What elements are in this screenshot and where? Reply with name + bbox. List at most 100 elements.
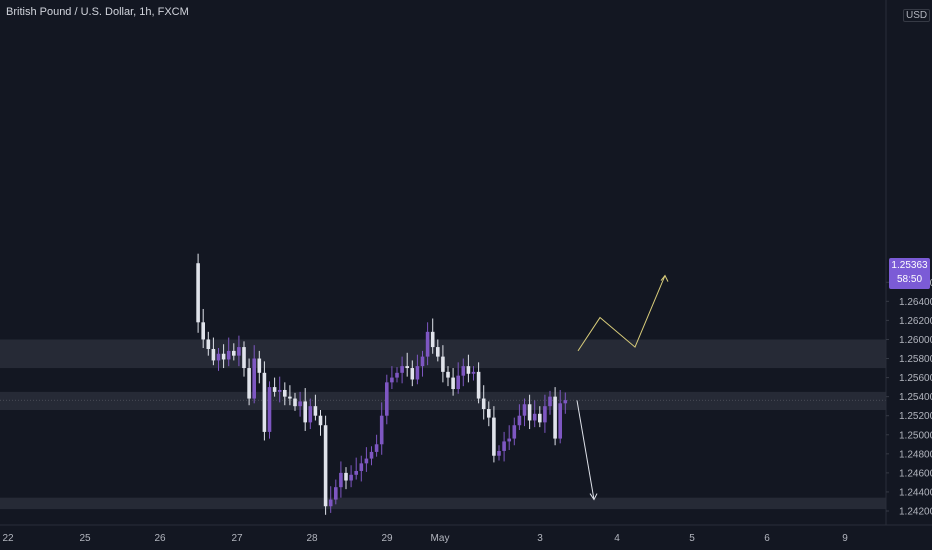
candle-body[interactable]	[446, 371, 450, 378]
candle-body[interactable]	[415, 366, 420, 380]
price-tick-label: 1.26000	[899, 335, 932, 346]
forecast-down-arrowhead	[589, 493, 598, 501]
candle-body[interactable]	[420, 356, 425, 367]
candle-body[interactable]	[487, 409, 491, 418]
price-tick-label: 1.25600	[899, 373, 932, 384]
forecast-down-path	[576, 400, 595, 500]
candle-body[interactable]	[425, 331, 430, 357]
forecast-up-path	[577, 275, 666, 352]
candle-body[interactable]	[354, 470, 358, 475]
candle-body[interactable]	[461, 366, 466, 376]
price-tick-label: 1.25000	[899, 430, 932, 441]
time-tick-label: 5	[689, 533, 695, 544]
candle-body[interactable]	[288, 396, 292, 399]
candle-body[interactable]	[206, 339, 211, 349]
candle-body[interactable]	[517, 415, 522, 426]
price-tick-label: 1.24800	[899, 449, 932, 460]
candle-body[interactable]	[563, 400, 568, 404]
candle-body[interactable]	[476, 371, 481, 399]
candle-body[interactable]	[364, 458, 369, 464]
candle-body[interactable]	[349, 474, 353, 481]
candle-body[interactable]	[543, 406, 547, 423]
candle-body[interactable]	[405, 366, 409, 369]
candle-body[interactable]	[252, 358, 256, 399]
candle-body[interactable]	[451, 377, 455, 390]
candle-body[interactable]	[334, 487, 338, 500]
candle-body[interactable]	[456, 375, 460, 390]
candle-body[interactable]	[318, 415, 323, 426]
candle-body[interactable]	[237, 347, 241, 356]
time-tick-label: 27	[231, 533, 243, 544]
time-axis[interactable]: 22 25 26 27 28 29 May 3 4 5 6 9	[2, 533, 848, 544]
candle-body[interactable]	[507, 438, 511, 442]
last-price-value: 1.25363	[891, 260, 928, 271]
candle-body[interactable]	[436, 347, 440, 357]
price-tick-label: 1.24200	[899, 507, 932, 518]
candle-body[interactable]	[395, 372, 399, 378]
forecast-layer	[576, 274, 669, 501]
candle-body[interactable]	[277, 389, 282, 392]
candle-body[interactable]	[226, 350, 231, 360]
price-axis[interactable]: 1.24200 1.24400 1.24600 1.24800 1.25000 1.252…	[886, 278, 932, 518]
candle-body[interactable]	[283, 389, 287, 397]
candle-body[interactable]	[466, 366, 471, 374]
price-tick-label: 1.24600	[899, 468, 932, 479]
candle-body[interactable]	[293, 398, 297, 407]
time-tick-label: 29	[381, 533, 393, 544]
candle-body[interactable]	[262, 372, 267, 432]
candle-body[interactable]	[441, 356, 445, 372]
candle-body[interactable]	[379, 415, 384, 445]
candle-body[interactable]	[313, 406, 318, 416]
candle-body[interactable]	[359, 463, 364, 471]
candle-body[interactable]	[390, 377, 394, 383]
candle-body[interactable]	[502, 441, 506, 451]
candle-body[interactable]	[471, 371, 476, 374]
candle-body[interactable]	[211, 348, 216, 361]
time-tick-label: 4	[614, 533, 620, 544]
candle-body[interactable]	[430, 331, 435, 348]
candle-body[interactable]	[303, 401, 307, 423]
candle-body[interactable]	[512, 425, 517, 439]
candle-body[interactable]	[553, 396, 557, 439]
candle-body[interactable]	[374, 444, 379, 452]
time-tick-label: 3	[537, 533, 543, 544]
candle-body[interactable]	[323, 425, 328, 507]
candle-body[interactable]	[196, 263, 200, 323]
candle-body[interactable]	[247, 368, 251, 399]
candle-body[interactable]	[328, 499, 333, 507]
symbol-title: British Pound / U.S. Dollar, 1h, FXCM	[6, 6, 189, 18]
time-tick-label: 25	[79, 533, 91, 544]
candle-body[interactable]	[385, 382, 389, 416]
time-tick-label: 26	[154, 533, 166, 544]
candle-body[interactable]	[522, 404, 527, 416]
candle-body[interactable]	[267, 387, 272, 432]
candle-body[interactable]	[257, 358, 262, 373]
candle-body[interactable]	[492, 417, 496, 456]
zones-layer	[0, 339, 886, 510]
candle-body[interactable]	[308, 406, 313, 423]
candle-body[interactable]	[232, 350, 236, 356]
candle-body[interactable]	[339, 472, 343, 488]
candle-body[interactable]	[527, 404, 532, 421]
candle-body[interactable]	[532, 413, 537, 421]
candle-body[interactable]	[298, 401, 302, 407]
candle-body[interactable]	[497, 450, 501, 456]
candle-body[interactable]	[216, 353, 221, 361]
candle-body[interactable]	[272, 387, 277, 392]
candles-layer[interactable]	[196, 253, 568, 515]
candle-body[interactable]	[400, 366, 404, 373]
candle-body[interactable]	[242, 347, 246, 369]
candle-body[interactable]	[344, 472, 348, 481]
price-tick-label: 1.24400	[899, 487, 932, 498]
candle-body[interactable]	[369, 451, 374, 459]
currency-label[interactable]: USD	[903, 9, 931, 22]
candle-body[interactable]	[410, 368, 415, 380]
candle-body[interactable]	[548, 396, 552, 407]
candle-body[interactable]	[558, 403, 562, 439]
candle-body[interactable]	[221, 353, 226, 360]
candle-body[interactable]	[201, 322, 205, 340]
candle-body[interactable]	[481, 398, 486, 410]
candle-body[interactable]	[538, 413, 542, 423]
